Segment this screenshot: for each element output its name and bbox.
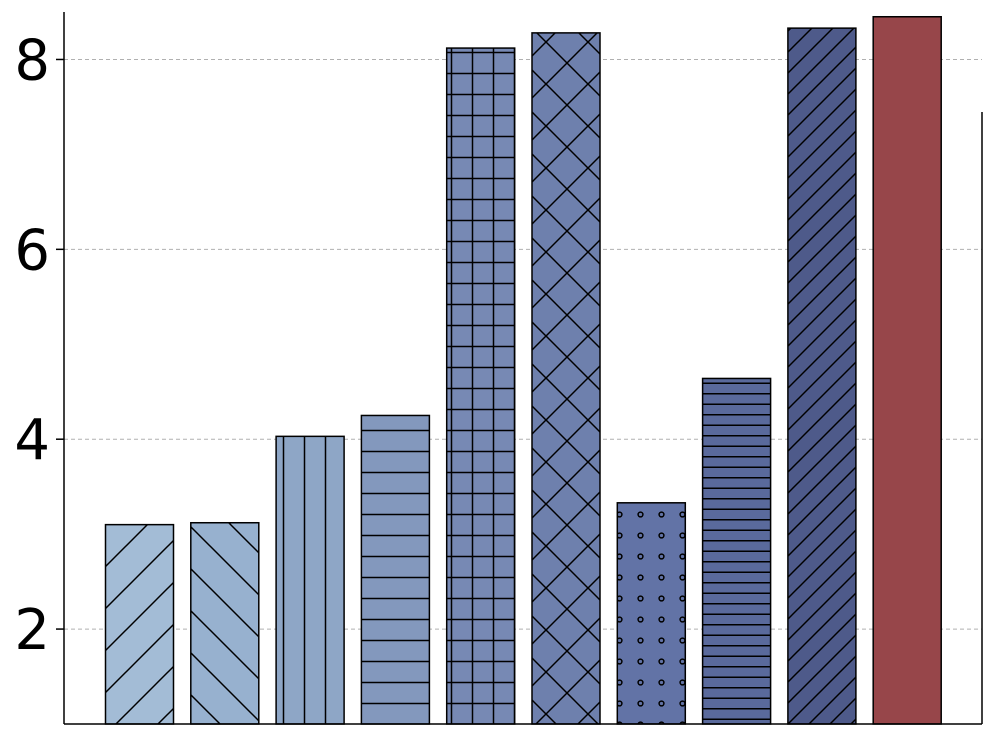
y-tick-label: 4 <box>14 408 50 473</box>
bars <box>104 15 942 725</box>
bar <box>531 32 601 725</box>
y-tick-label: 6 <box>14 218 50 283</box>
bar <box>872 15 942 725</box>
bar <box>445 47 516 725</box>
bar <box>360 414 431 725</box>
bar <box>275 435 345 725</box>
bar <box>104 523 175 725</box>
y-tick-label: 2 <box>14 598 50 663</box>
bar <box>190 521 260 725</box>
bar <box>701 377 772 725</box>
bar <box>787 27 857 725</box>
y-tick-labels: 2 4 6 8 <box>14 28 50 663</box>
bar <box>616 502 687 725</box>
y-tick-label: 8 <box>14 28 50 93</box>
axes <box>56 12 983 725</box>
